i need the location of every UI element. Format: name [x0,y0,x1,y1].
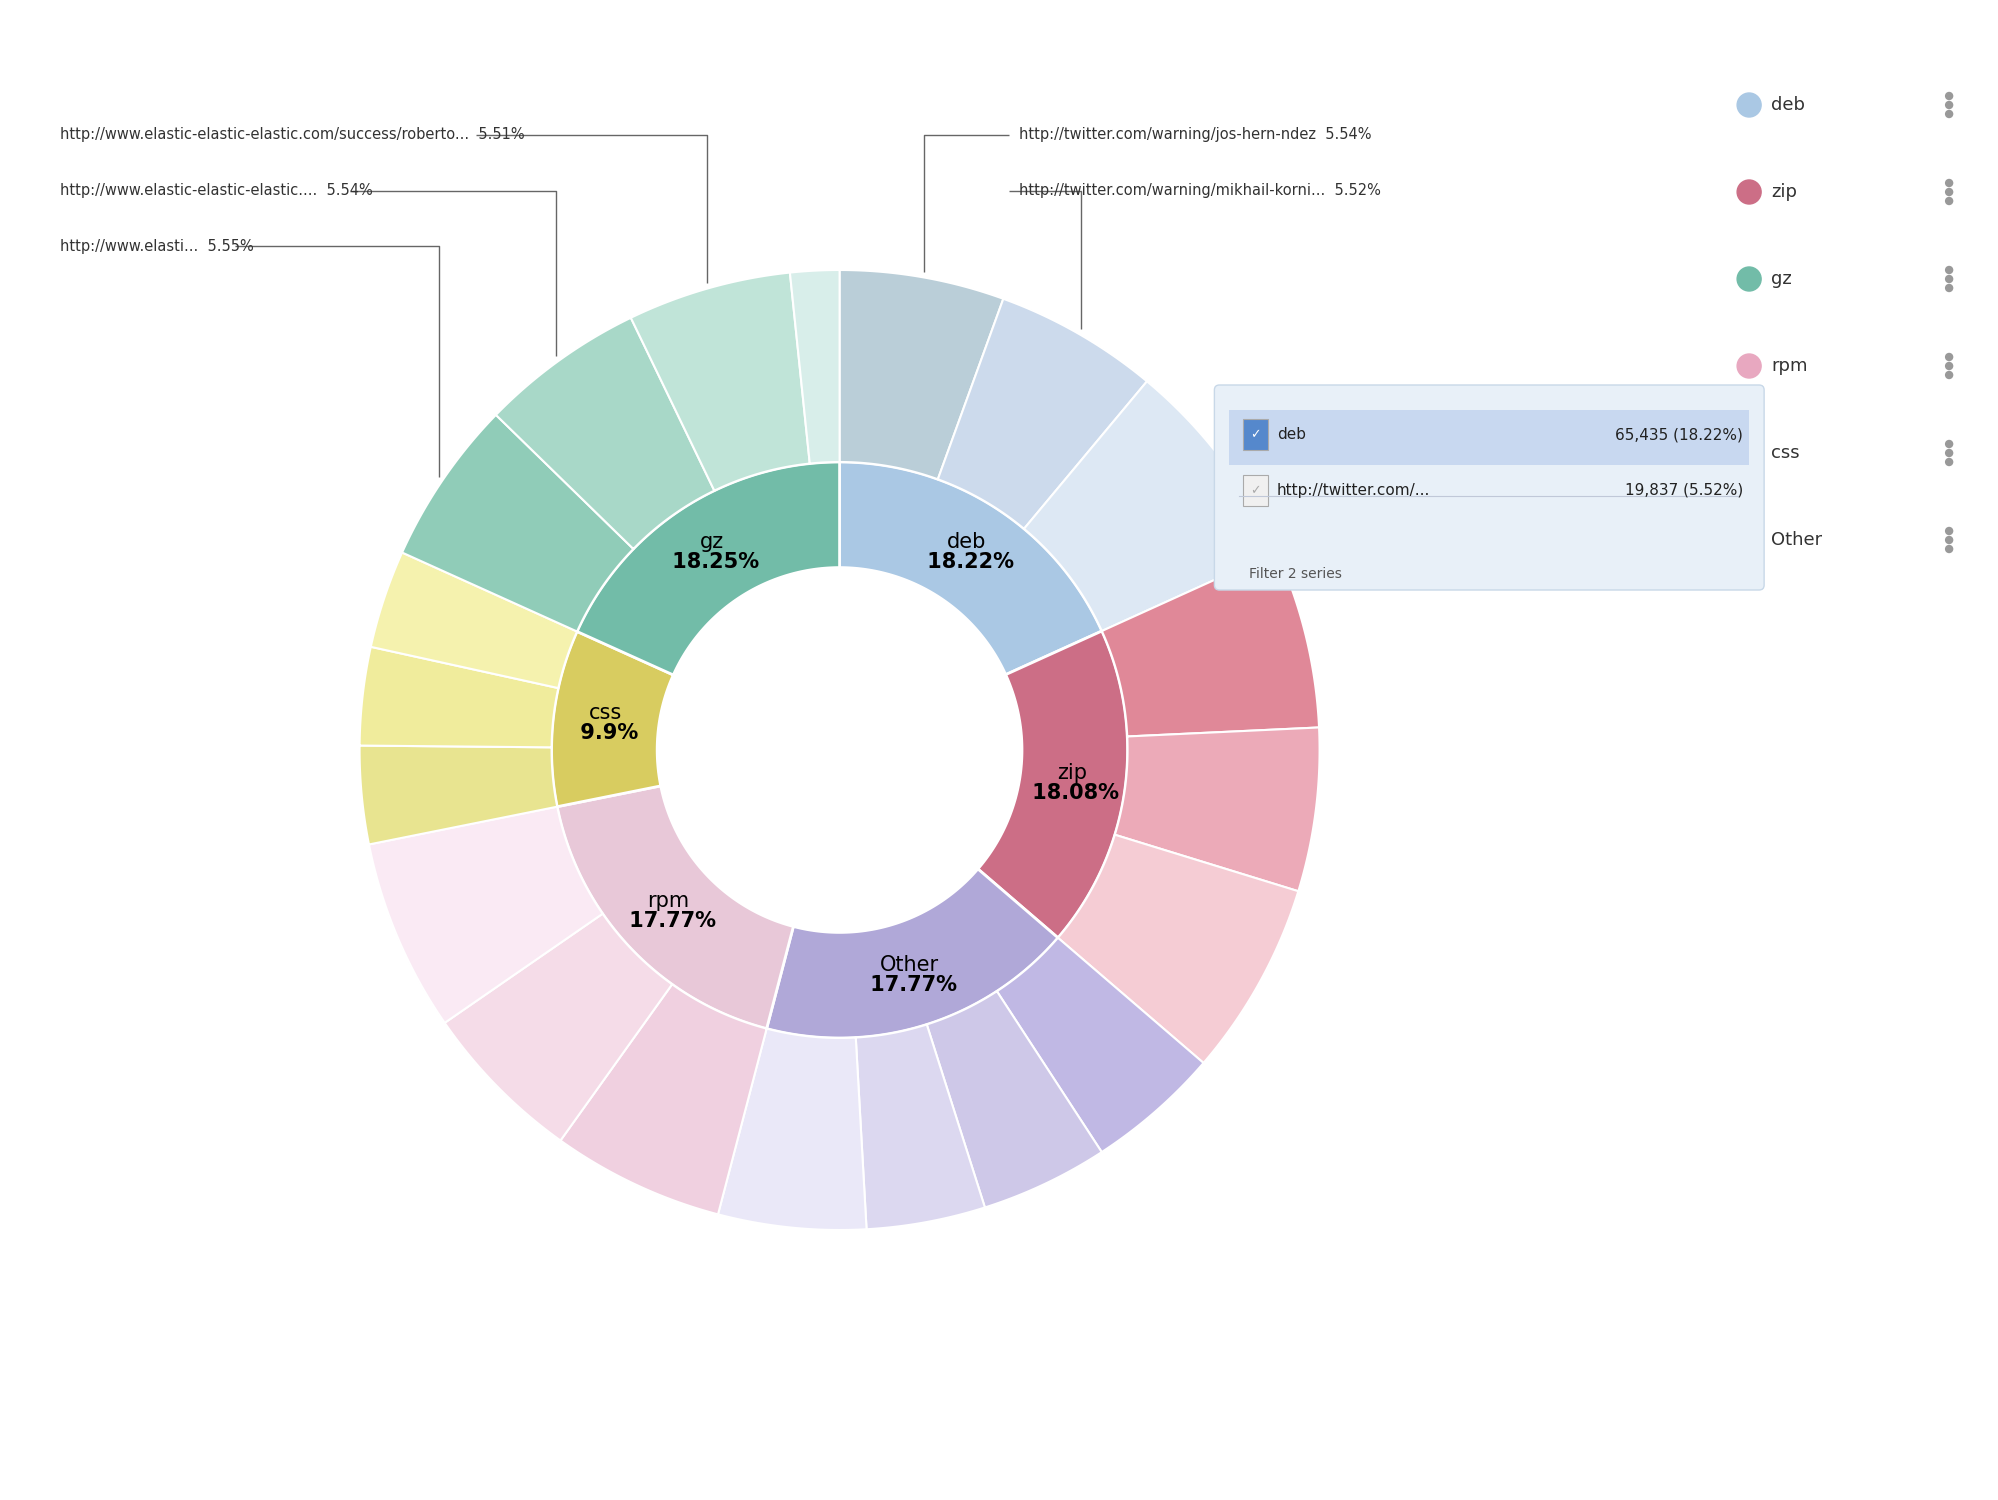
Polygon shape [551,632,673,807]
Text: deb: deb [1277,427,1305,442]
Circle shape [1944,537,1952,543]
Text: http://twitter.com/...: http://twitter.com/... [1277,483,1431,498]
Text: rpm: rpm [1770,357,1806,375]
Polygon shape [839,462,1101,675]
Circle shape [1944,189,1952,195]
Polygon shape [402,416,633,632]
Circle shape [657,567,1021,933]
Text: css: css [589,704,621,723]
Text: ✓: ✓ [1251,484,1261,496]
Polygon shape [1057,834,1297,1064]
Text: Filter 2 series: Filter 2 series [1249,567,1341,580]
Text: 18.22%: 18.22% [919,552,1013,573]
Circle shape [1944,198,1952,204]
Polygon shape [977,632,1127,938]
Polygon shape [839,270,1003,480]
Text: 18.08%: 18.08% [1025,783,1119,804]
Text: gz: gz [1770,270,1790,288]
Text: deb: deb [1770,96,1804,114]
Text: ✓: ✓ [1251,427,1261,441]
Polygon shape [559,984,767,1215]
Circle shape [1944,93,1952,99]
Text: http://twitter.com/warning/mikhail-korni...  5.52%: http://twitter.com/warning/mikhail-korni… [1019,183,1381,198]
Text: Other: Other [879,954,939,975]
Polygon shape [927,992,1101,1208]
Circle shape [1944,285,1952,291]
Polygon shape [997,938,1203,1152]
Text: css: css [1770,444,1798,462]
Polygon shape [360,646,557,747]
Text: http://www.elasti...  5.55%: http://www.elasti... 5.55% [60,238,254,254]
Polygon shape [717,1029,865,1230]
Polygon shape [557,786,793,1029]
Text: http://www.elastic-elastic-elastic....  5.54%: http://www.elastic-elastic-elastic.... 5… [60,183,372,198]
Circle shape [1944,363,1952,369]
Polygon shape [1101,552,1319,736]
Circle shape [1944,354,1952,360]
Circle shape [1944,267,1952,273]
Text: 65,435 (18.22%): 65,435 (18.22%) [1614,427,1742,442]
FancyBboxPatch shape [1213,386,1764,590]
Circle shape [1736,93,1760,117]
Circle shape [1736,354,1760,378]
Text: zip: zip [1770,183,1796,201]
Circle shape [1944,111,1952,117]
Circle shape [1736,528,1760,552]
Polygon shape [370,552,577,688]
Circle shape [1944,528,1952,534]
Circle shape [1944,276,1952,282]
Text: zip: zip [1057,764,1087,783]
Circle shape [1736,180,1760,204]
Text: gz: gz [699,532,723,552]
Polygon shape [855,1024,985,1228]
Polygon shape [789,270,839,464]
FancyBboxPatch shape [1243,476,1267,506]
Circle shape [1736,441,1760,465]
Polygon shape [496,318,713,549]
Polygon shape [1023,381,1277,632]
Polygon shape [937,298,1147,530]
Text: 17.77%: 17.77% [863,975,957,994]
Polygon shape [1115,728,1319,891]
Polygon shape [370,807,601,1023]
Polygon shape [444,914,671,1140]
Text: 9.9%: 9.9% [573,723,637,744]
Text: http://www.elastic-elastic-elastic.com/success/roberto...  5.51%: http://www.elastic-elastic-elastic.com/s… [60,128,523,142]
Text: 17.77%: 17.77% [621,912,715,932]
Polygon shape [631,273,809,490]
Text: 18.25%: 18.25% [665,552,759,573]
Circle shape [1736,267,1760,291]
FancyBboxPatch shape [1229,410,1748,465]
Text: 19,837 (5.52%): 19,837 (5.52%) [1624,483,1742,498]
FancyBboxPatch shape [1243,420,1267,450]
Text: Other: Other [1770,531,1822,549]
Text: deb: deb [947,532,987,552]
Text: rpm: rpm [647,891,689,912]
Text: http://twitter.com/warning/jos-hern-ndez  5.54%: http://twitter.com/warning/jos-hern-ndez… [1019,128,1371,142]
Circle shape [1944,441,1952,447]
Circle shape [1944,180,1952,186]
Circle shape [1944,372,1952,378]
Polygon shape [577,462,839,675]
Polygon shape [360,746,557,844]
Circle shape [1944,546,1952,552]
Circle shape [1944,102,1952,108]
Circle shape [1944,450,1952,456]
Circle shape [1944,459,1952,465]
Polygon shape [767,868,1057,1038]
